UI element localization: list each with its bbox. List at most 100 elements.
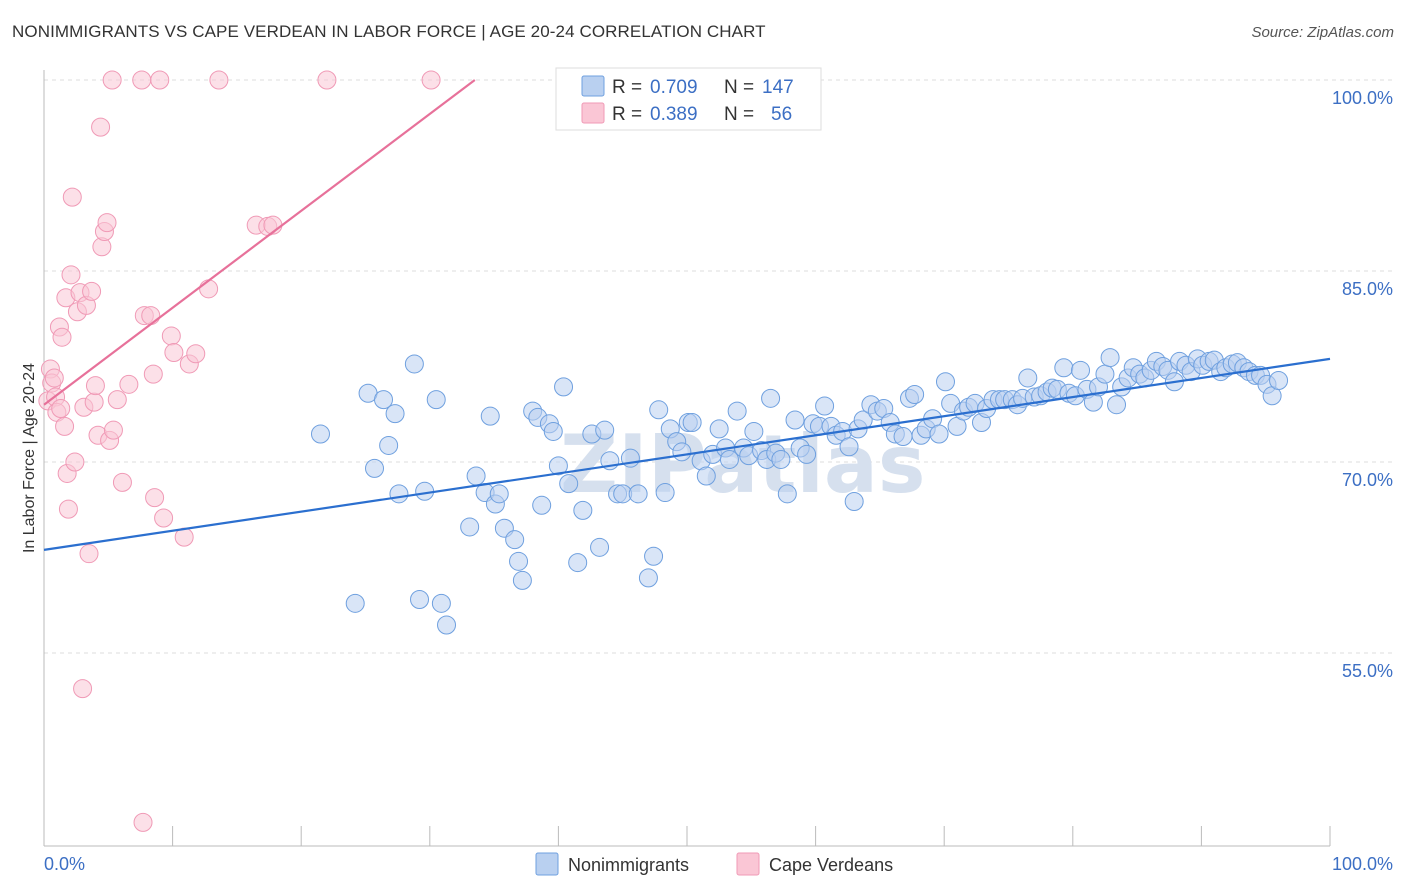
nonimmigrant-point-19 — [489, 484, 509, 504]
nonimmigrant-point-106 — [1018, 368, 1038, 388]
nonimmigrant-point-48 — [672, 442, 692, 462]
cape-verdean-point-24 — [85, 376, 105, 396]
nonimmigrant-point-29 — [548, 456, 568, 476]
nonimmigrant-point-66 — [777, 484, 797, 504]
stats-n-value-1: 56 — [771, 104, 792, 125]
cape-verdean-point-35 — [133, 812, 153, 832]
cape-verdean-point-23 — [84, 392, 104, 412]
cape-verdean-point-55 — [421, 70, 441, 90]
nonimmigrant-point-4 — [374, 390, 394, 410]
y-tick-label-1: 70.0% — [1342, 470, 1393, 490]
cape-verdean-point-48 — [132, 70, 152, 90]
nonimmigrant-trendline — [43, 357, 1331, 551]
y-tick-label-2: 85.0% — [1342, 279, 1393, 299]
cape-verdean-point-42 — [164, 342, 184, 362]
nonimmigrant-point-112 — [1054, 358, 1074, 378]
cape-verdean-point-31 — [103, 420, 123, 440]
nonimmigrant-point-28 — [543, 421, 563, 441]
nonimmigrant-point-56 — [719, 449, 739, 469]
nonimmigrant-point-6 — [385, 404, 405, 424]
cape-verdean-point-41 — [161, 326, 181, 346]
nonimmigrant-point-14 — [460, 517, 480, 537]
stats-n-label-1: N = — [724, 104, 754, 125]
nonimmigrant-point-87 — [905, 385, 925, 405]
stats-r-label-1: R = — [612, 104, 642, 125]
nonimmigrant-point-77 — [844, 491, 864, 511]
cape-verdean-point-12 — [58, 499, 78, 519]
nonimmigrant-point-52 — [696, 466, 716, 486]
chart-source: Source: ZipAtlas.com — [1251, 24, 1394, 41]
x-tick-label-0: 0.0% — [44, 854, 85, 874]
cape-verdean-point-38 — [143, 364, 163, 384]
cape-verdean-point-13 — [61, 265, 81, 285]
nonimmigrant-point-50 — [682, 413, 702, 433]
y-tick-label-3: 100.0% — [1332, 88, 1393, 108]
nonimmigrant-point-1 — [345, 593, 365, 613]
nonimmigrant-point-69 — [797, 444, 817, 464]
cape-verdean-point-29 — [97, 213, 117, 233]
cape-verdean-point-7 — [51, 399, 71, 419]
nonimmigrant-point-63 — [761, 388, 781, 408]
stats-r-value-1: 0.389 — [650, 104, 698, 125]
nonimmigrant-point-76 — [839, 437, 859, 457]
nonimmigrant-point-60 — [744, 421, 764, 441]
cape-verdean-point-32 — [107, 390, 127, 410]
cape-verdean-point-45 — [186, 344, 206, 364]
cape-verdean-point-47 — [102, 70, 122, 90]
nonimmigrant-point-42 — [638, 568, 658, 588]
stats-n-label-0: N = — [724, 77, 754, 98]
nonimmigrant-point-36 — [595, 420, 615, 440]
nonimmigrant-point-17 — [480, 406, 500, 426]
cape-verdean-point-9 — [55, 416, 75, 436]
nonimmigrant-point-31 — [559, 474, 579, 494]
nonimmigrant-point-54 — [709, 419, 729, 439]
nonimmigrant-point-120 — [1100, 348, 1120, 368]
stats-r-value-0: 0.709 — [650, 77, 698, 98]
cape-verdean-point-49 — [150, 70, 170, 90]
nonimmigrant-point-15 — [466, 466, 486, 486]
bottom-legend-label-cape-verdeans: Cape Verdeans — [769, 855, 893, 875]
nonimmigrant-point-21 — [505, 530, 525, 550]
nonimmigrant-point-149 — [1269, 371, 1289, 391]
stats-legend-swatch-pink — [581, 102, 605, 124]
nonimmigrant-point-65 — [771, 449, 791, 469]
nonimmigrant-point-91 — [929, 424, 949, 444]
nonimmigrant-point-44 — [649, 400, 669, 420]
cape-verdean-point-46 — [199, 279, 219, 299]
nonimmigrant-point-67 — [785, 410, 805, 430]
nonimmigrant-point-7 — [389, 484, 409, 504]
nonimmigrant-point-3 — [365, 458, 385, 478]
nonimmigrant-point-9 — [410, 590, 430, 610]
stats-n-value-0: 147 — [762, 77, 794, 98]
cape-verdean-point-3 — [44, 368, 64, 388]
nonimmigrant-point-45 — [655, 483, 675, 503]
trend-layer — [43, 79, 1331, 551]
cape-verdean-point-33 — [112, 472, 132, 492]
x-tick-label-1: 100.0% — [1332, 854, 1393, 874]
nonimmigrant-point-119 — [1095, 364, 1115, 384]
y-axis-title: In Labor Force | Age 20-24 — [21, 363, 38, 553]
nonimmigrant-point-22 — [509, 551, 529, 571]
bottom-legend-label-nonimmigrants: Nonimmigrants — [568, 855, 689, 875]
y-tick-label-0: 55.0% — [1342, 661, 1393, 681]
nonimmigrant-point-41 — [628, 484, 648, 504]
stats-r-label-0: R = — [612, 77, 642, 98]
bottom-legend-swatch-blue — [535, 852, 559, 876]
stats-legend: R = 0.709 N = 147 R = 0.389 N = 56 — [555, 67, 822, 131]
cape-verdean-point-8 — [52, 327, 72, 347]
cape-verdean-point-15 — [65, 452, 85, 472]
nonimmigrant-point-8 — [404, 354, 424, 374]
nonimmigrant-point-12 — [431, 593, 451, 613]
nonimmigrant-point-115 — [1071, 360, 1091, 380]
axis-layer — [43, 70, 1331, 847]
cape-verdean-point-21 — [79, 544, 99, 564]
x-tick-labels: 0.0% 100.0% — [44, 854, 1393, 874]
nonimmigrant-point-57 — [727, 401, 747, 421]
nonimmigrant-point-0 — [310, 424, 330, 444]
cape-verdean-point-40 — [154, 508, 174, 528]
nonimmigrant-point-72 — [815, 396, 835, 416]
cape-verdean-trendline — [43, 79, 476, 406]
nonimmigrant-point-26 — [532, 495, 552, 515]
nonimmigrant-point-13 — [437, 615, 457, 635]
